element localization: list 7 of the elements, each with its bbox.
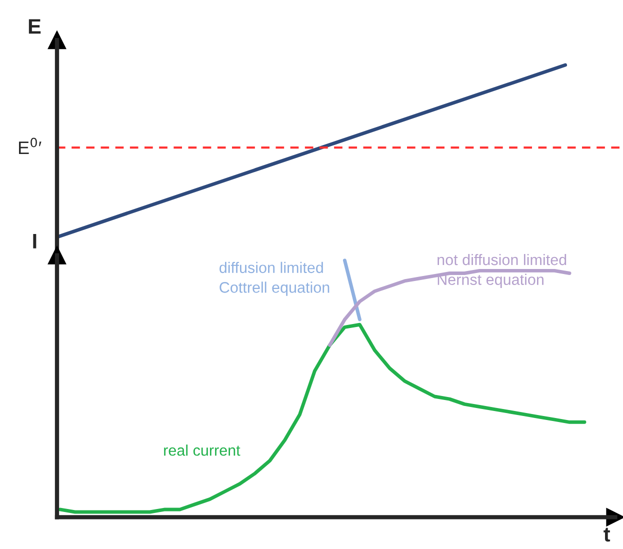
series-label: diffusion limited Cottrell equation <box>220 262 330 296</box>
x-axis-title: t <box>604 528 610 542</box>
y-axis-title: E <box>28 19 41 34</box>
y-axis-title: I <box>33 234 36 248</box>
series-label: not diffusion limited Nernst equation <box>438 254 566 288</box>
series-label: real current <box>164 444 240 456</box>
ref-line-label: E$^{0}$′ <box>19 138 42 154</box>
